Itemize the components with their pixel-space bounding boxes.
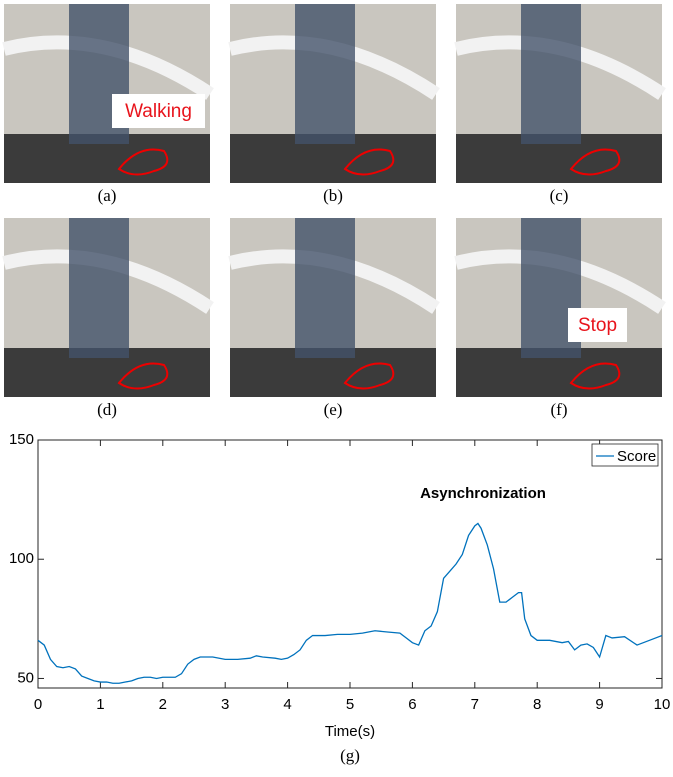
y-tick-label: 50 [17, 669, 34, 686]
overlay-text: Walking [125, 101, 192, 122]
x-tick-label: 3 [221, 696, 229, 713]
x-tick-label: 1 [96, 696, 104, 713]
y-tick-label: 100 [9, 550, 34, 567]
x-axis-label: Time(s) [325, 723, 375, 740]
x-tick-label: 4 [283, 696, 291, 713]
x-tick-label: 5 [346, 696, 354, 713]
panel-label: (e) [324, 400, 343, 419]
panel-label: (d) [97, 400, 117, 419]
panel-label: (f) [551, 400, 568, 419]
panel-label: (c) [550, 186, 569, 205]
person-leg [295, 4, 355, 144]
x-tick-label: 9 [595, 696, 603, 713]
x-tick-label: 8 [533, 696, 541, 713]
x-tick-label: 6 [408, 696, 416, 713]
person-leg [69, 218, 129, 358]
panel-label: (a) [98, 186, 117, 205]
x-tick-label: 10 [654, 696, 671, 713]
x-tick-label: 2 [159, 696, 167, 713]
plot-area [38, 440, 662, 688]
panel-label: (b) [323, 186, 343, 205]
legend-label: Score [617, 448, 656, 465]
caption: (g) [340, 746, 360, 765]
person-leg [295, 218, 355, 358]
page: {"panels": [ {"label": "(a)", "overlay":… [0, 0, 673, 772]
figure: (a) Walking (b) (c) (d) (e) (f) Stop 50 100 150 0 1… [0, 0, 673, 772]
x-tick-label: 0 [34, 696, 42, 713]
y-tick-label: 150 [9, 431, 34, 448]
overlay-text: Stop [578, 315, 617, 336]
x-tick-label: 7 [471, 696, 479, 713]
person-leg [521, 4, 581, 144]
annotation: Asynchronization [420, 485, 546, 502]
